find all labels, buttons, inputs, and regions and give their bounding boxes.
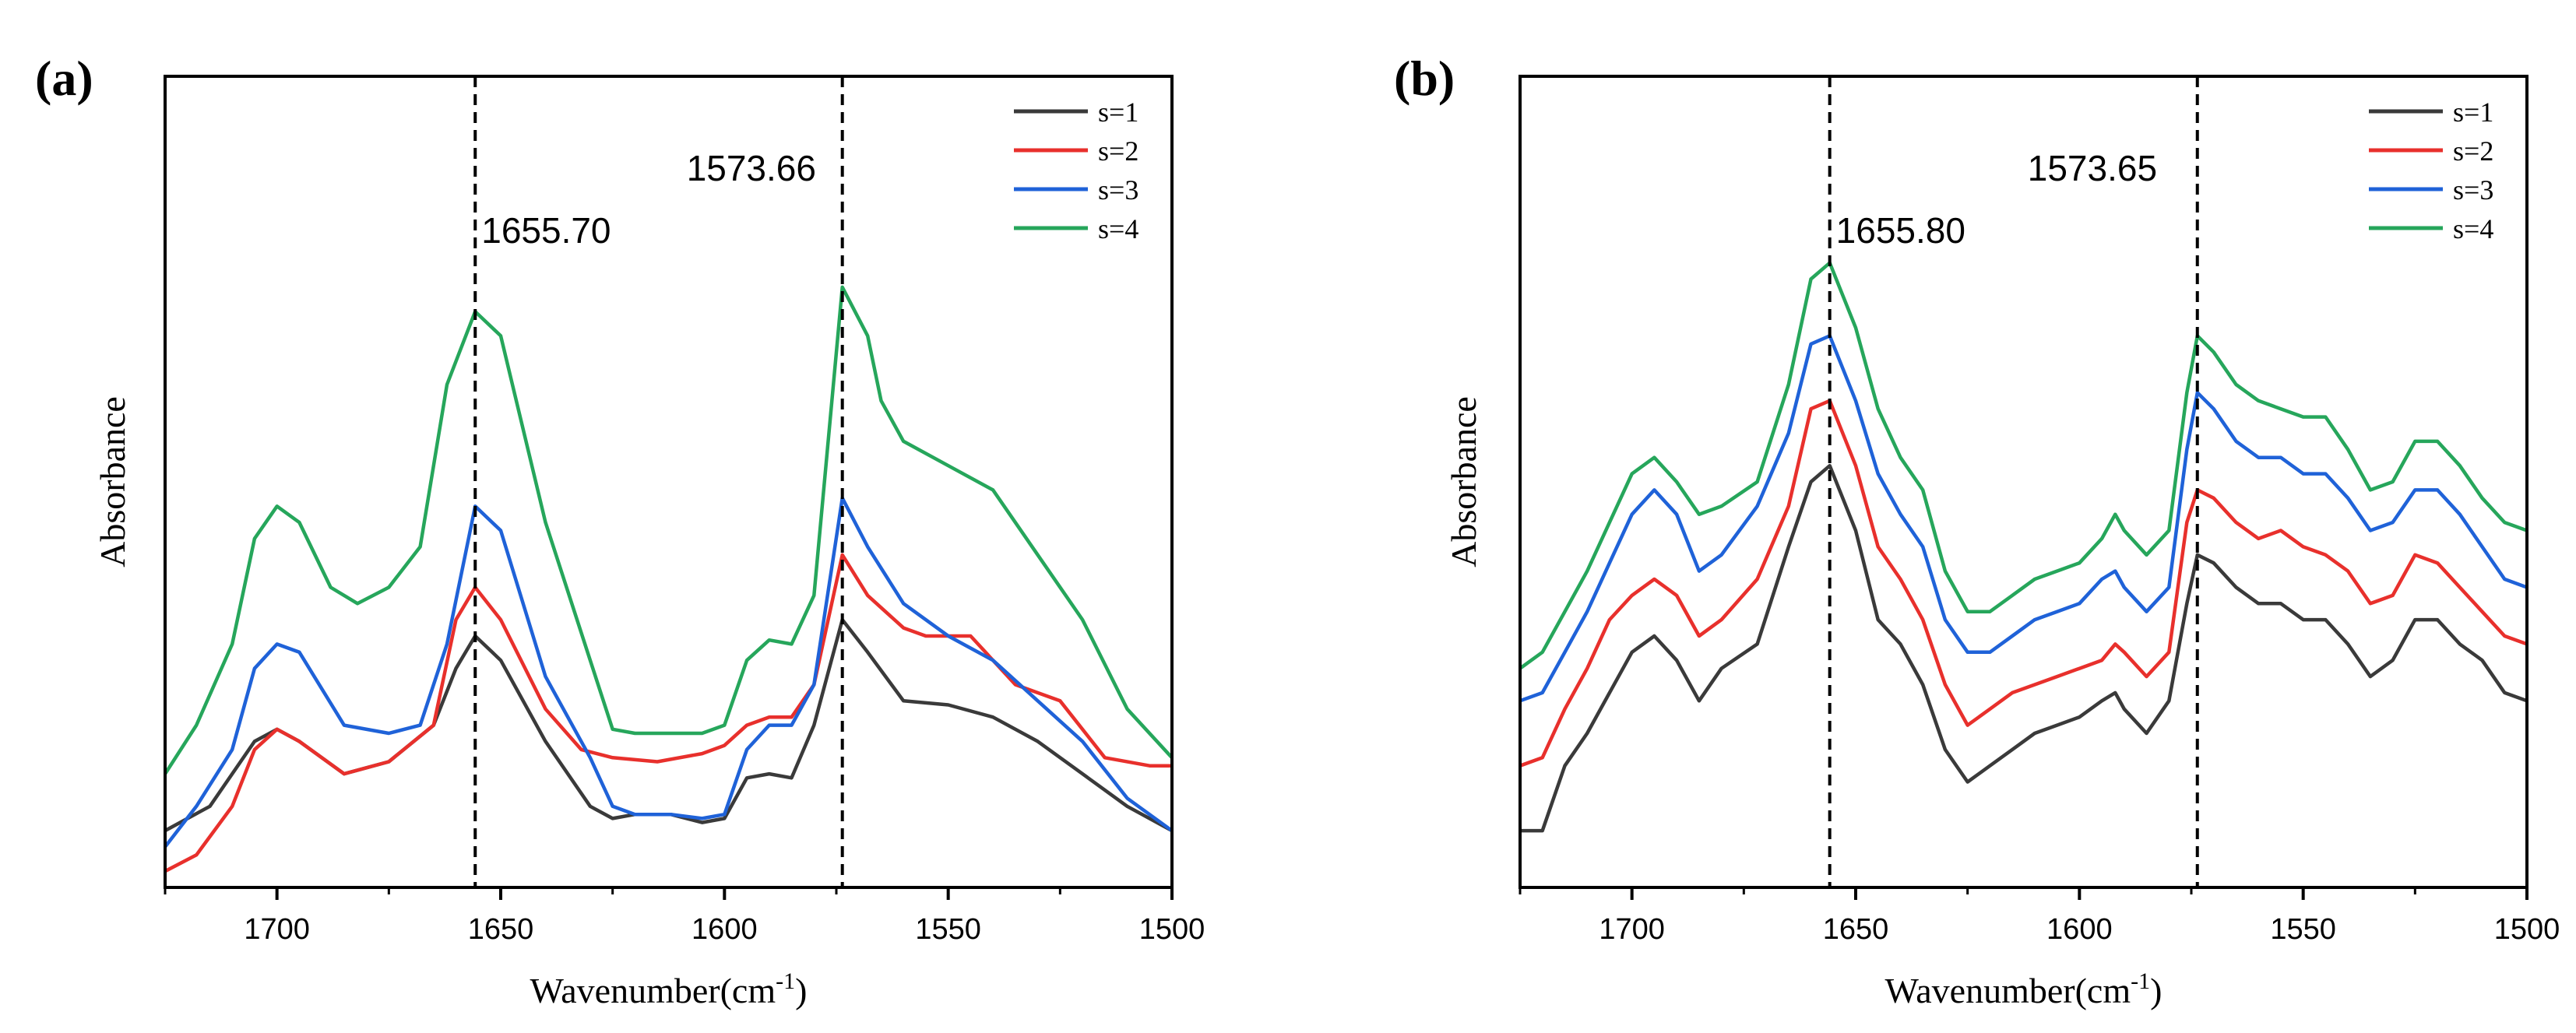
legend-label: s=2 — [2453, 135, 2493, 167]
series-line-s3 — [165, 496, 1172, 849]
peak-marker-label: 1655.70 — [481, 210, 611, 251]
series-group — [1520, 261, 2527, 833]
series-line-s2 — [1520, 399, 2527, 768]
peak-marker-label: 1573.65 — [2028, 148, 2157, 188]
legend-label: s=4 — [2453, 213, 2493, 244]
y-axis-label: Absorbance — [93, 396, 132, 567]
x-tick-label: 1600 — [2046, 913, 2113, 946]
series-line-s4 — [165, 285, 1172, 776]
y-axis-label: Absorbance — [1444, 396, 1483, 567]
panel-a: (a) 1655.70 1573.66 1700 1650 1600 1550 1500 Wav… — [35, 51, 1205, 1010]
legend-label: s=1 — [1098, 97, 1138, 128]
x-axis-label: Wavenumber(cm-1) — [1885, 968, 2163, 1010]
axes-frame — [164, 75, 1174, 889]
legend: s=1 s=2 s=3 s=4 — [1014, 97, 1138, 244]
series-line-s1 — [1520, 463, 2527, 833]
x-tick-label: 1600 — [692, 913, 758, 946]
series-line-s2 — [165, 553, 1172, 873]
peak-marker-label: 1573.66 — [687, 148, 816, 188]
legend-label: s=3 — [2453, 174, 2493, 206]
x-tick-label: 1650 — [1823, 913, 1889, 946]
x-tick-label: 1650 — [468, 913, 534, 946]
panel-label: (a) — [35, 51, 93, 106]
legend: s=1 s=2 s=3 s=4 — [2369, 97, 2493, 244]
panel-label: (b) — [1394, 51, 1455, 106]
series-group — [165, 285, 1172, 873]
x-tick-label: 1700 — [244, 913, 310, 946]
x-tick-label: 1500 — [1139, 913, 1205, 946]
series-line-s3 — [1520, 334, 2527, 703]
x-tick-label: 1550 — [915, 913, 981, 946]
series-line-s1 — [165, 617, 1172, 833]
x-tick-label: 1700 — [1599, 913, 1665, 946]
legend-label: s=4 — [1098, 213, 1138, 244]
x-tick-label: 1550 — [2270, 913, 2336, 946]
x-axis-label: Wavenumber(cm-1) — [530, 968, 808, 1010]
panel-b: (b) 1655.80 1573.65 1700 1650 1600 1550 1500 Wav… — [1394, 51, 2560, 1010]
legend-label: s=3 — [1098, 174, 1138, 206]
peak-marker-label: 1655.80 — [1836, 210, 1965, 251]
legend-label: s=1 — [2453, 97, 2493, 128]
axes-frame — [1519, 75, 2528, 889]
series-line-s4 — [1520, 261, 2527, 670]
legend-label: s=2 — [1098, 135, 1138, 167]
x-tick-label: 1500 — [2494, 913, 2560, 946]
